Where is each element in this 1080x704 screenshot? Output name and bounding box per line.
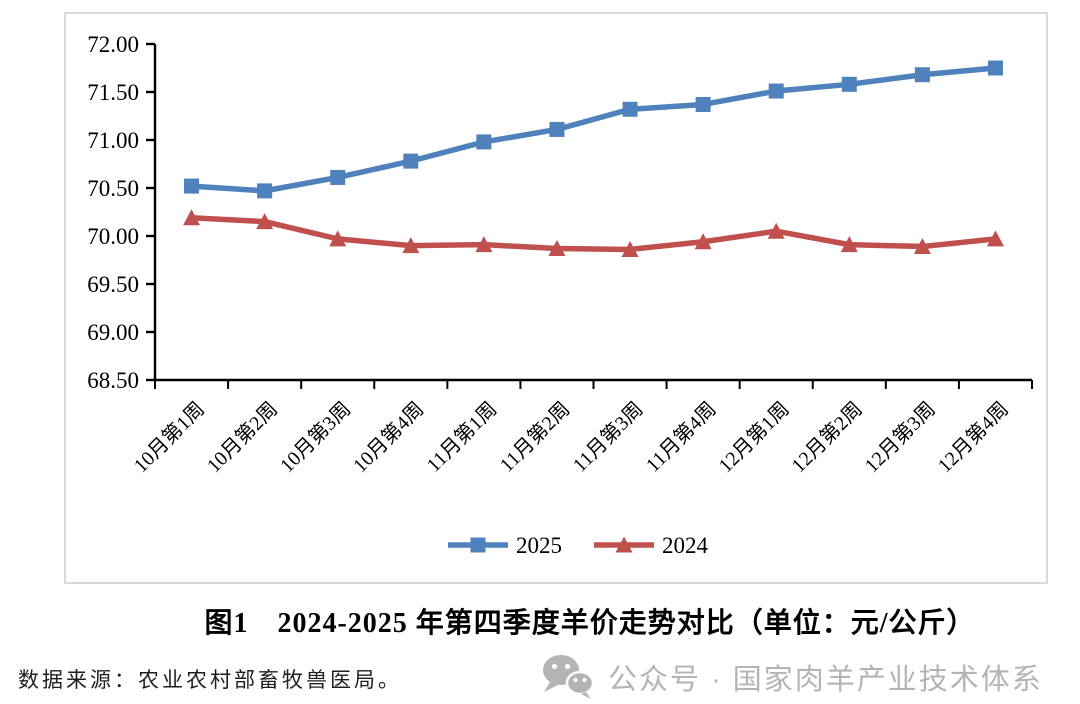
x-tick-label: 12月第4周 xyxy=(933,397,1013,477)
y-axis-ticks: 68.50 69.00 69.50 70.00 70.50 71.00 71.50 72.00 xyxy=(87,32,155,393)
data-point-marker xyxy=(986,230,1004,247)
series-line xyxy=(188,215,999,253)
data-point-marker xyxy=(475,236,493,253)
data-point-marker xyxy=(476,134,492,150)
y-tick-label: 68.50 xyxy=(87,368,139,393)
price-trend-line-chart: 68.50 69.00 69.50 70.00 70.50 71.00 71.50 72.00… xyxy=(87,32,1033,558)
data-point-marker xyxy=(913,238,931,255)
legend: 2025 2024 xyxy=(448,533,709,558)
data-point-marker xyxy=(330,169,346,185)
watermark-text: 公众号 · 国家肉羊产业技术体系 xyxy=(608,663,1043,696)
y-tick-label: 70.00 xyxy=(87,224,139,249)
series-line xyxy=(188,65,999,194)
x-tick-label: 11月第2周 xyxy=(495,397,574,476)
y-tick-label: 72.00 xyxy=(87,32,139,57)
data-point-marker xyxy=(914,67,930,83)
y-tick-label: 71.50 xyxy=(87,80,139,105)
data-point-marker xyxy=(841,76,857,92)
data-point-marker xyxy=(767,222,785,239)
data-point-marker xyxy=(257,183,273,199)
chart-frame: 68.50 69.00 69.50 70.00 70.50 71.00 71.50 72.00… xyxy=(64,12,1048,584)
y-tick-label: 71.00 xyxy=(87,128,139,153)
x-tick-label: 12月第1周 xyxy=(714,397,794,477)
x-tick-label: 10月第1周 xyxy=(129,397,209,477)
figure-caption: 图1 2024-2025 年第四季度羊价走势对比（单位：元/公斤） xyxy=(204,608,976,639)
data-point-marker xyxy=(694,233,712,250)
data-source-note: 数据来源：农业农村部畜牧兽医局。 xyxy=(18,668,402,692)
x-tick-label: 11月第3周 xyxy=(568,397,647,476)
data-point-marker xyxy=(470,537,486,553)
data-point-marker xyxy=(549,121,565,137)
legend-label: 2024 xyxy=(662,533,709,558)
x-tick-label: 10月第2周 xyxy=(202,397,282,477)
watermark: 公众号 · 国家肉羊产业技术体系 xyxy=(540,653,1043,700)
data-point-marker xyxy=(184,178,200,194)
data-point-marker xyxy=(621,240,639,257)
data-point-marker xyxy=(622,101,638,117)
x-tick-label: 10月第4周 xyxy=(348,397,428,477)
wechat-icon xyxy=(543,655,595,699)
x-tick-label: 11月第4周 xyxy=(641,397,720,476)
y-tick-label: 70.50 xyxy=(87,176,139,201)
x-tick-label: 10月第3周 xyxy=(275,397,355,477)
x-axis-labels: 10月第1周10月第2周10月第3周10月第4周11月第1周11月第2周11月第… xyxy=(129,397,1013,477)
data-point-marker xyxy=(548,239,566,256)
data-point-marker xyxy=(183,209,201,226)
y-tick-label: 69.00 xyxy=(87,320,139,345)
legend-label: 2025 xyxy=(516,533,562,558)
series-2025 xyxy=(184,60,1003,199)
x-axis-ticks xyxy=(154,380,1033,389)
axes xyxy=(153,44,1032,382)
x-tick-label: 12月第3周 xyxy=(860,397,940,477)
data-point-marker xyxy=(403,153,419,169)
data-point-marker xyxy=(615,536,633,553)
data-point-marker xyxy=(768,83,784,99)
series-2024 xyxy=(183,209,1004,257)
data-point-marker xyxy=(329,230,347,247)
data-point-marker xyxy=(402,237,420,254)
data-point-marker xyxy=(840,236,858,253)
data-point-marker xyxy=(695,96,711,112)
data-point-marker xyxy=(256,213,274,230)
x-tick-label: 12月第2周 xyxy=(787,397,867,477)
data-point-marker xyxy=(987,60,1003,76)
y-tick-label: 69.50 xyxy=(87,272,139,297)
x-tick-label: 11月第1周 xyxy=(422,397,501,476)
